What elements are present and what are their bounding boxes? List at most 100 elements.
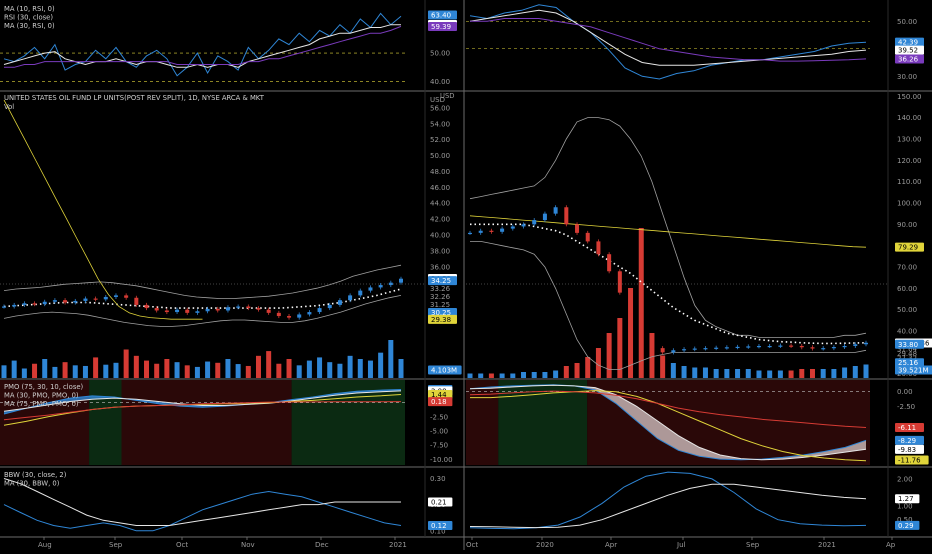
price-left-tick-label-7: 44.00 (430, 200, 450, 208)
bbw-left-series-1 (3, 478, 401, 526)
price-left-candle-16 (164, 310, 169, 313)
pmo-left-fill-area (4, 389, 401, 414)
left-x-label-5: 2021 (389, 541, 407, 549)
price-left-overlay-ma-dotted (3, 288, 402, 309)
price-right-tick-label-3: 120.00 (897, 157, 922, 165)
price-left-volume-bar-8 (82, 365, 88, 378)
price-left-candle-6 (63, 300, 68, 303)
price-right-tick-label-11: 40.00 (897, 328, 917, 336)
price-left-tick-label-9: 40.00 (430, 232, 450, 240)
price-left-volume-bar-26 (266, 351, 272, 378)
price-left-candle-14 (144, 304, 149, 309)
price-right-volume-bar-6 (531, 372, 537, 378)
price-left-candle-13 (134, 297, 139, 305)
price-left-candle-7 (73, 300, 78, 303)
pmo-right-bg-region-2 (587, 380, 870, 465)
left-x-label-1: Sep (109, 541, 123, 549)
price-left-volume-bar-19 (194, 366, 200, 378)
price-right-volume-bar-31 (799, 369, 805, 378)
bbw-left-badge-1: 0.12 (431, 522, 447, 530)
price-left-candle-36 (368, 287, 373, 291)
price-left-tick-label-15: 31.25 (430, 301, 450, 309)
price-right-candle-32 (810, 347, 815, 349)
price-right-candle-2 (489, 230, 494, 232)
price-left-candle-21 (215, 308, 220, 311)
price-left-volume-bar-33 (337, 363, 343, 378)
rsi-left-badge-2: 59.39 (431, 23, 451, 31)
price-right-volume-bar-9 (563, 366, 569, 378)
price-right-candle-20 (682, 349, 687, 351)
price-left-badge-bg-4 (428, 365, 462, 375)
price-left-tick-label-10: 38.00 (430, 247, 450, 255)
rsi-right-tick-label-2: 30.00 (897, 73, 917, 81)
price-right-candle-4 (510, 226, 515, 229)
price-left-candle-24 (246, 306, 251, 309)
price-left-badge-bg-1 (428, 276, 457, 286)
rsi-right-badge-0: 42.39 (898, 39, 918, 47)
price-right-candle-34 (831, 347, 836, 349)
price-right-volume-bar-11 (585, 357, 591, 378)
price-left-volume-bar-32 (327, 362, 333, 378)
bbw-left-series-0 (3, 490, 402, 532)
price-right-volume-bar-28 (767, 370, 773, 378)
rsi-right-series-1 (469, 9, 867, 66)
price-right-volume-bar-8 (553, 370, 559, 378)
price-left-candle-35 (358, 290, 363, 296)
price-left-volume-bar-5 (52, 366, 58, 378)
price-left-candle-10 (103, 296, 108, 300)
price-right-tick-label-2: 130.00 (897, 135, 922, 143)
price-right-volume-bar-19 (670, 363, 676, 378)
left-x-label-0: Aug (38, 541, 52, 549)
price-right-volume-bar-12 (595, 348, 601, 378)
price-right-volume-bar-1 (478, 373, 484, 378)
price-right-badge-4: 39.521M (898, 367, 929, 375)
price-right-candle-19 (671, 350, 676, 353)
price-right-candle-18 (660, 348, 665, 353)
price-right-badge-bg-4 (895, 365, 932, 375)
price-right-candle-27 (756, 345, 761, 348)
pmo-right-badge-bg-1 (895, 435, 924, 445)
price-left-candle-26 (266, 309, 271, 313)
bbw-left-badge-bg-1 (428, 521, 453, 531)
price-left-candle-29 (297, 314, 302, 318)
price-left-overlay-ma-yellow (3, 99, 203, 320)
price-left-candle-2 (22, 303, 27, 305)
bbw-left-legend-1: MA (30, BBW, 0) (4, 480, 60, 488)
rsi-left-series-0 (3, 12, 402, 77)
pmo-right-badge-1: -8.29 (898, 437, 916, 445)
price-left-candle-11 (113, 295, 118, 297)
price-right-volume-bar-22 (702, 367, 708, 378)
price-right-volume-bar-23 (713, 369, 719, 378)
pmo-left-tick-label-5: -5.00 (430, 428, 448, 436)
pmo-right-badge-bg-3 (895, 455, 929, 465)
price-left-badge-bg-2 (428, 307, 457, 317)
rsi-left-badge-0: 63.40 (431, 12, 451, 20)
bbw-left-badge-bg-0 (428, 497, 453, 507)
price-left-candle-15 (154, 308, 159, 311)
bbw-right-badge-bg-1 (895, 520, 920, 530)
price-left-tick-label-14: 32.26 (430, 293, 451, 301)
price-left-candle-33 (337, 300, 342, 305)
price-left-candle-37 (378, 285, 383, 288)
price-right-candle-21 (692, 348, 697, 350)
pmo-left-tick-label-7: -10.00 (430, 456, 453, 464)
pmo-left-tick-label-6: -7.50 (430, 442, 448, 450)
price-right-volume-bar-30 (788, 370, 794, 378)
price-right-badge-bg-0 (895, 242, 924, 252)
pmo-left-series-2 (3, 394, 402, 426)
price-left-volume-bar-21 (215, 362, 221, 378)
price-left-candle-39 (399, 278, 403, 283)
price-left-badge-bg-3 (428, 314, 457, 324)
price-left-volume-bar-34 (347, 355, 353, 378)
price-right-volume-bar-4 (510, 373, 516, 378)
rsi-left-tick-label-2: 40.00 (430, 78, 450, 86)
price-left-candle-22 (225, 307, 230, 311)
price-left-candle-25 (256, 308, 261, 310)
rsi-right-badge-bg-2 (895, 54, 924, 64)
price-right-candle-15 (628, 292, 633, 314)
right-x-label-3: Jul (676, 541, 686, 549)
price-left-volume-bar-2 (21, 368, 27, 378)
price-right-tick-label-9: 60.00 (897, 285, 917, 293)
price-left-candle-23 (236, 306, 241, 308)
